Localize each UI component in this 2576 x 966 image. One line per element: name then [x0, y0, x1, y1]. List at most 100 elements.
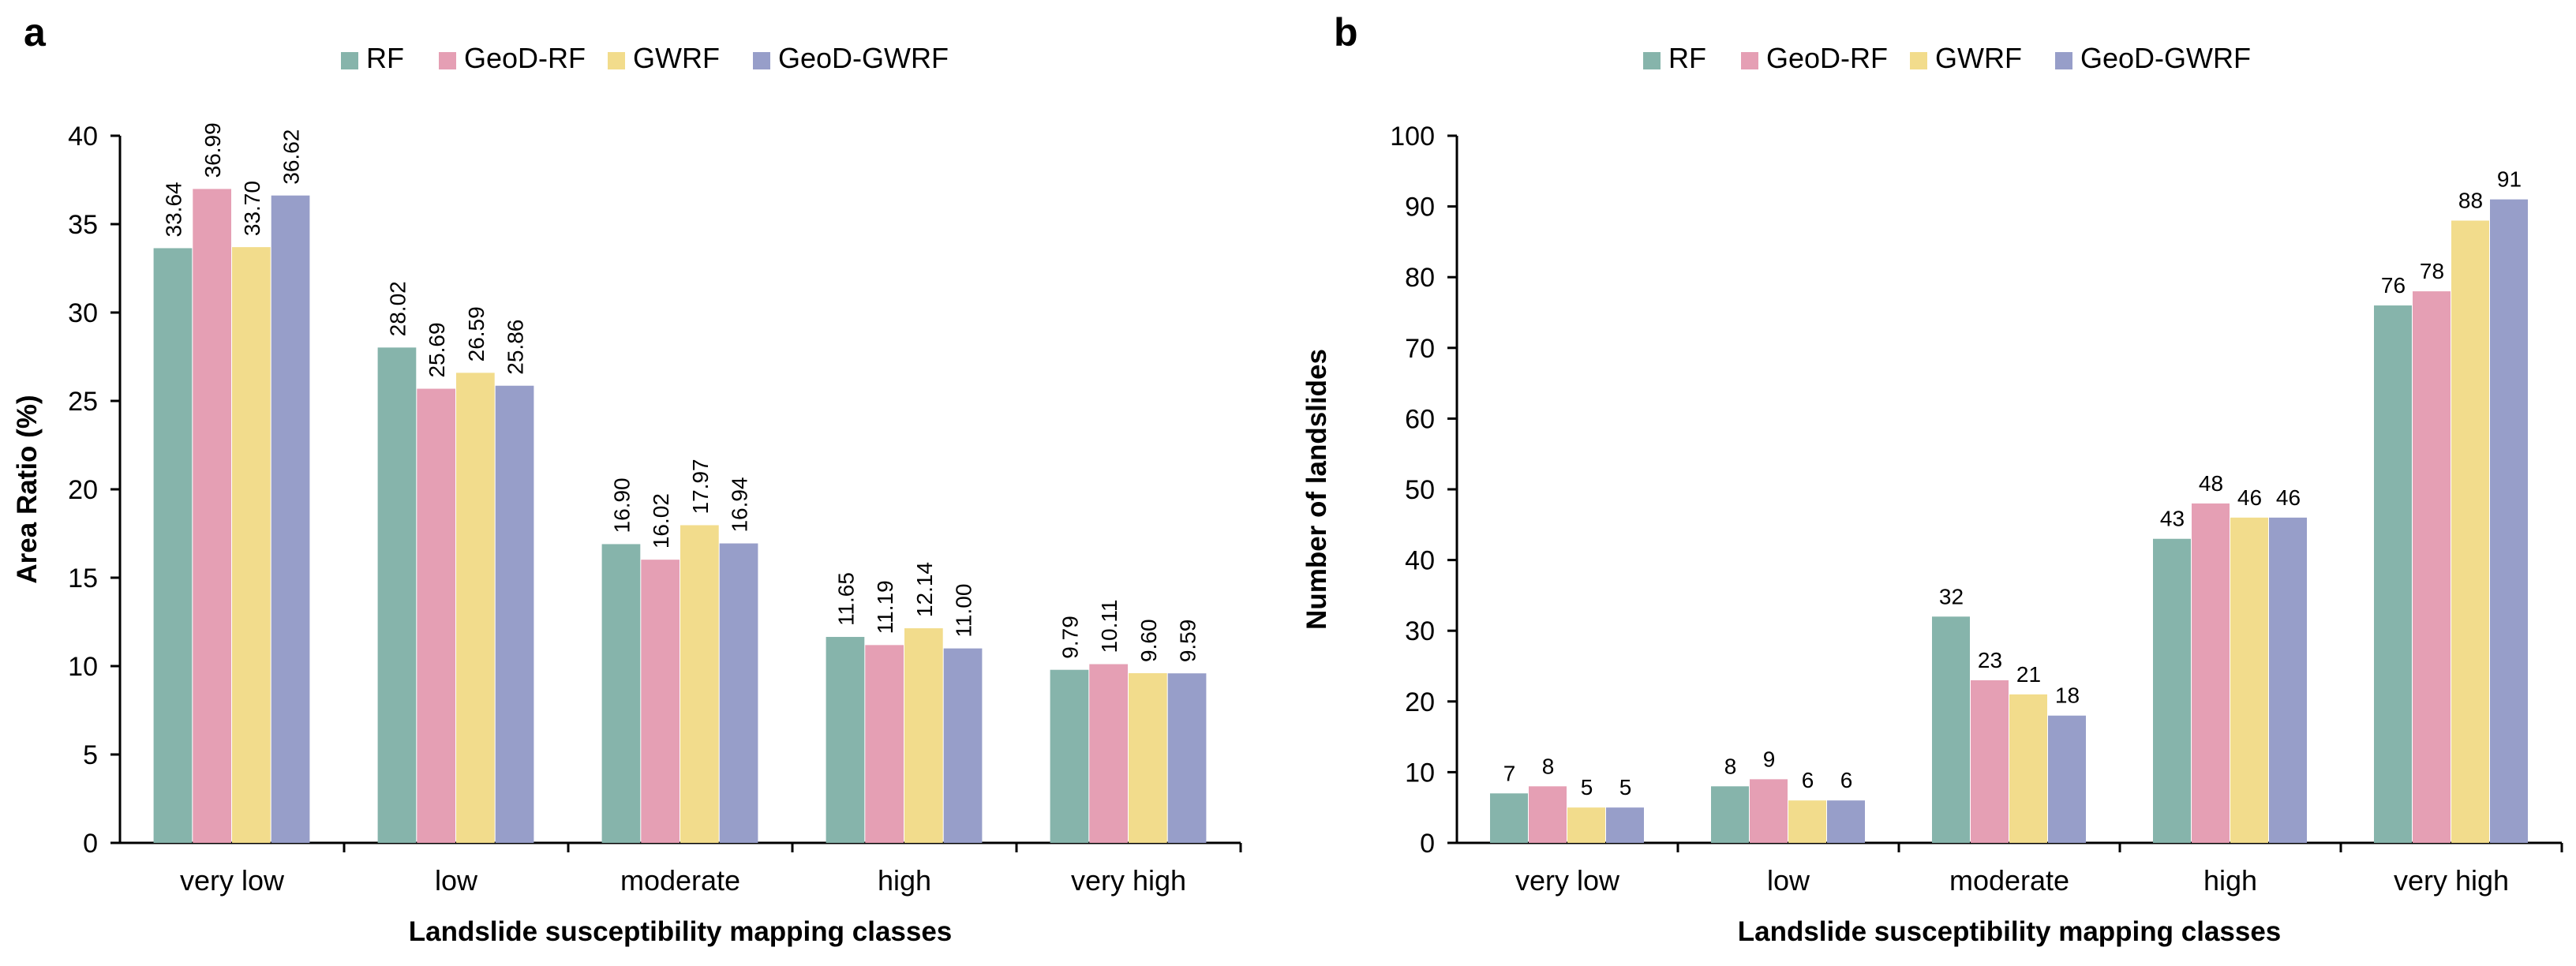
y-tick-label: 30 — [68, 298, 98, 328]
legend-label-gwrf: GWRF — [633, 42, 720, 74]
x-category-label: low — [435, 864, 478, 897]
data-label: 78 — [2420, 259, 2444, 283]
data-label: 18 — [2055, 683, 2080, 708]
data-label: 9.60 — [1136, 619, 1161, 662]
y-tick-label: 90 — [1405, 193, 1435, 223]
bar-gwrf — [2451, 220, 2489, 843]
data-label: 16.90 — [609, 477, 634, 533]
data-label: 28.02 — [385, 281, 410, 336]
legend-label-geod-rf: GeoD-RF — [1766, 42, 1888, 74]
data-label: 16.94 — [728, 477, 752, 532]
x-category-label: moderate — [1949, 864, 2069, 897]
x-category-label: low — [1767, 864, 1810, 897]
bar-geod-gwrf — [495, 385, 534, 844]
bar-gwrf — [1129, 672, 1167, 843]
panel-letter: b — [1334, 10, 1358, 54]
bar-gwrf — [904, 628, 943, 843]
y-axis-title: Area Ratio (%) — [12, 395, 43, 583]
data-label: 6 — [1840, 768, 1853, 792]
bar-geod-rf — [2413, 291, 2451, 843]
data-label: 7 — [1503, 761, 1516, 785]
legend-swatch-geod-gwrf — [753, 52, 770, 69]
data-label: 11.19 — [873, 580, 897, 634]
y-tick-label: 20 — [68, 475, 98, 505]
data-label: 8 — [1542, 754, 1555, 778]
bar-rf — [2374, 305, 2412, 843]
bar-geod-rf — [2192, 503, 2230, 843]
data-label: 46 — [2237, 485, 2262, 510]
y-tick-label: 70 — [1405, 334, 1435, 364]
y-tick-label: 80 — [1405, 263, 1435, 293]
bar-rf — [2153, 538, 2191, 843]
bar-geod-gwrf — [2048, 715, 2086, 843]
y-tick-label: 40 — [68, 122, 98, 152]
legend-swatch-geod-gwrf — [2055, 52, 2072, 69]
x-category-label: very low — [180, 864, 285, 897]
data-label: 11.00 — [952, 584, 976, 638]
bar-gwrf — [2009, 694, 2047, 843]
data-label: 10.11 — [1097, 600, 1121, 653]
data-label: 33.70 — [240, 181, 264, 236]
legend-swatch-rf — [1643, 52, 1661, 69]
x-axis-title: Landslide susceptibility mapping classes — [409, 916, 953, 947]
data-label: 46 — [2276, 485, 2301, 510]
y-tick-label: 20 — [1405, 687, 1435, 717]
data-label: 25.86 — [504, 320, 528, 375]
y-tick-label: 100 — [1390, 122, 1435, 152]
x-category-label: moderate — [620, 864, 740, 897]
bar-rf — [1711, 786, 1749, 843]
bar-gwrf — [680, 525, 719, 843]
legend-swatch-geod-rf — [439, 52, 456, 69]
bar-geod-gwrf — [719, 543, 758, 843]
bar-rf — [377, 347, 417, 843]
bar-geod-gwrf — [1167, 673, 1207, 843]
data-label: 36.62 — [279, 129, 304, 185]
legend-swatch-gwrf — [1910, 52, 1927, 69]
bar-gwrf — [232, 247, 271, 843]
data-label: 16.02 — [649, 493, 673, 549]
data-label: 91 — [2497, 167, 2522, 192]
legend-label-geod-rf: GeoD-RF — [464, 42, 586, 74]
y-tick-label: 5 — [83, 740, 98, 770]
bar-rf — [1932, 616, 1970, 843]
data-label: 5 — [1581, 775, 1593, 799]
data-label: 32 — [1939, 584, 1964, 608]
x-category-label: high — [878, 864, 931, 897]
bar-geod-gwrf — [2490, 199, 2528, 843]
data-label: 6 — [1802, 768, 1814, 792]
bar-geod-rf — [1089, 664, 1128, 843]
bar-geod-rf — [1750, 779, 1788, 843]
bar-rf — [1050, 669, 1089, 843]
legend-label-rf: RF — [1668, 42, 1706, 74]
bar-rf — [826, 637, 865, 843]
bar-geod-gwrf — [2269, 517, 2307, 843]
y-tick-label: 10 — [68, 652, 98, 682]
bar-geod-rf — [1971, 680, 2009, 843]
y-tick-label: 25 — [68, 387, 98, 417]
legend-swatch-gwrf — [608, 52, 625, 69]
data-label: 76 — [2381, 273, 2406, 298]
x-axis-title: Landslide susceptibility mapping classes — [1738, 916, 2282, 947]
bar-geod-gwrf — [943, 648, 983, 843]
data-label: 11.65 — [833, 572, 858, 626]
bar-geod-gwrf — [1606, 807, 1644, 843]
y-tick-label: 40 — [1405, 546, 1435, 576]
bar-geod-rf — [865, 645, 904, 843]
data-label: 9 — [1763, 747, 1776, 771]
bar-geod-gwrf — [271, 195, 310, 843]
x-category-label: high — [2203, 864, 2257, 897]
y-tick-label: 0 — [83, 829, 98, 859]
bar-geod-rf — [1529, 786, 1567, 843]
data-label: 36.99 — [200, 122, 225, 178]
bar-rf — [601, 544, 641, 843]
data-label: 48 — [2199, 471, 2223, 496]
y-tick-label: 0 — [1420, 829, 1435, 859]
legend-label-geod-gwrf: GeoD-GWRF — [2080, 42, 2251, 74]
panel-letter: a — [24, 10, 47, 54]
bar-rf — [1490, 793, 1528, 843]
data-label: 17.97 — [688, 459, 713, 514]
bar-gwrf — [456, 373, 495, 843]
bar-gwrf — [1567, 807, 1605, 843]
